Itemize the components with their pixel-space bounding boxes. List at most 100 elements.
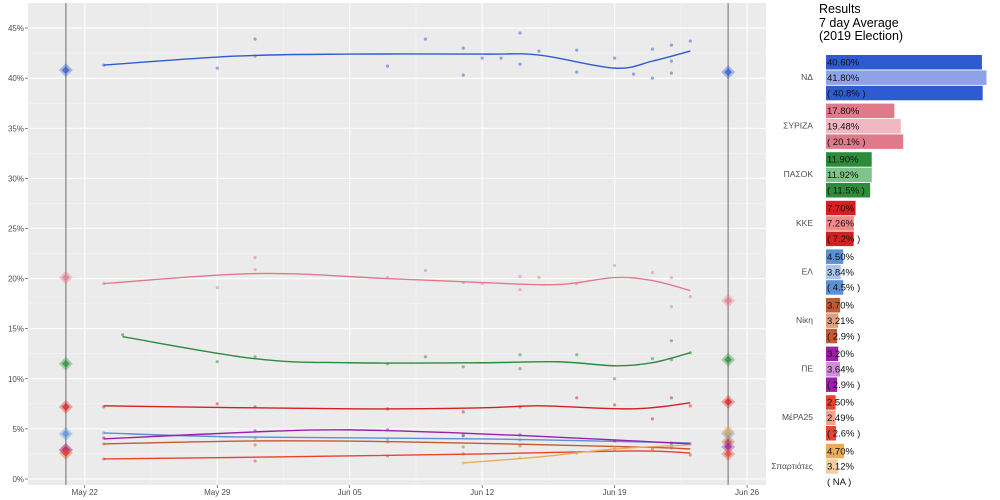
x-tick-label: May 29 bbox=[204, 488, 231, 497]
x-tick-label: Jun 19 bbox=[603, 488, 628, 497]
bar-label: ( 2.6% ) bbox=[827, 429, 860, 440]
poll-point bbox=[385, 64, 390, 68]
result-marker bbox=[721, 394, 736, 409]
poll-point bbox=[688, 404, 692, 408]
bar bbox=[826, 85, 983, 101]
poll-point bbox=[121, 333, 125, 337]
bar bbox=[826, 249, 844, 264]
poll-point bbox=[537, 275, 541, 280]
poll-point bbox=[575, 70, 579, 74]
poll-point bbox=[518, 353, 522, 357]
poll-point bbox=[253, 267, 257, 272]
previous-election-marker-inner bbox=[61, 429, 70, 438]
poll-point bbox=[215, 402, 219, 406]
bar bbox=[826, 313, 839, 328]
poll-point bbox=[423, 268, 427, 273]
bar-label: 41.80% bbox=[827, 73, 860, 84]
trend-line bbox=[122, 336, 691, 367]
previous-election-marker bbox=[58, 356, 73, 371]
bar bbox=[826, 55, 982, 70]
poll-point bbox=[215, 66, 219, 70]
trend-line bbox=[103, 429, 691, 445]
trend-line bbox=[103, 450, 691, 460]
result-marker-inner bbox=[724, 355, 733, 364]
poll-point bbox=[518, 274, 522, 279]
poll-point bbox=[669, 59, 673, 63]
result-marker-inner bbox=[724, 437, 733, 446]
poll-point bbox=[518, 31, 522, 35]
y-tick-label: 35% bbox=[8, 124, 24, 133]
poll-point bbox=[650, 447, 655, 451]
result-marker-inner bbox=[724, 427, 733, 436]
y-tick-label: 10% bbox=[8, 375, 24, 384]
poll-point bbox=[575, 396, 579, 400]
poll-point bbox=[253, 459, 257, 463]
poll-point bbox=[423, 355, 427, 359]
bar-label: ( 2.9% ) bbox=[827, 331, 860, 342]
bar-label: 4.50% bbox=[827, 252, 854, 263]
bar bbox=[826, 410, 836, 426]
poll-point bbox=[253, 443, 257, 447]
previous-election-marker bbox=[58, 63, 73, 78]
result-marker bbox=[721, 439, 736, 454]
bar bbox=[826, 298, 841, 313]
poll-point bbox=[461, 73, 465, 77]
bar-label: 3.84% bbox=[827, 267, 854, 278]
result-marker bbox=[721, 446, 736, 461]
bar bbox=[826, 459, 838, 474]
trend-line bbox=[463, 444, 691, 464]
bar-label: 7.70% bbox=[827, 203, 854, 214]
poll-point bbox=[518, 444, 522, 448]
bar bbox=[826, 167, 872, 183]
result-marker bbox=[721, 424, 736, 439]
result-marker-inner bbox=[724, 442, 733, 451]
poll-point bbox=[688, 453, 692, 457]
poll-point bbox=[215, 360, 219, 364]
bar-label: 3.21% bbox=[827, 316, 854, 327]
bar-label: ( 11.5% ) bbox=[827, 186, 865, 197]
previous-election-marker bbox=[58, 270, 73, 285]
poll-point bbox=[669, 275, 673, 280]
bar bbox=[826, 70, 987, 85]
bar bbox=[826, 103, 895, 119]
bar-label: 11.92% bbox=[827, 170, 859, 181]
y-tick-label: 5% bbox=[12, 425, 24, 434]
poll-point bbox=[688, 295, 692, 299]
poll-point bbox=[215, 285, 219, 290]
poll-point bbox=[669, 339, 673, 343]
poll-point bbox=[253, 37, 257, 41]
poll-point bbox=[650, 357, 655, 361]
y-tick-label: 25% bbox=[8, 224, 24, 233]
plot-background bbox=[28, 3, 766, 485]
x-tick-label: May 22 bbox=[72, 488, 99, 497]
bar-label: 4.70% bbox=[827, 446, 854, 457]
bar-label: ( 2.9% ) bbox=[827, 380, 860, 391]
poll-point bbox=[518, 287, 522, 292]
poll-point bbox=[518, 367, 522, 371]
poll-point bbox=[499, 56, 503, 60]
bar bbox=[826, 362, 840, 377]
bar-chart-title: Results 7 day Average (2019 Election) bbox=[819, 2, 904, 43]
bar-label: ( NA ) bbox=[827, 477, 851, 488]
bar-label: 40.60% bbox=[827, 58, 860, 69]
poll-point bbox=[650, 270, 655, 275]
trend-line bbox=[103, 50, 691, 69]
bar-label: ( 40.8% ) bbox=[827, 88, 866, 99]
x-tick-label: Jun 26 bbox=[735, 488, 760, 497]
bar-label: ( 20.1% ) bbox=[827, 137, 866, 148]
result-marker bbox=[721, 352, 736, 367]
poll-point bbox=[575, 48, 579, 52]
bar-label: 3.20% bbox=[827, 349, 854, 360]
bar bbox=[826, 264, 841, 280]
poll-point bbox=[631, 72, 636, 76]
poll-point bbox=[461, 445, 465, 449]
poll-point bbox=[669, 396, 673, 400]
poll-point bbox=[613, 263, 617, 268]
poll-point bbox=[461, 365, 465, 369]
party-label: ΝΔ bbox=[801, 72, 813, 82]
poll-point bbox=[669, 305, 673, 309]
bar bbox=[826, 443, 845, 459]
result-marker-inner bbox=[724, 397, 733, 406]
